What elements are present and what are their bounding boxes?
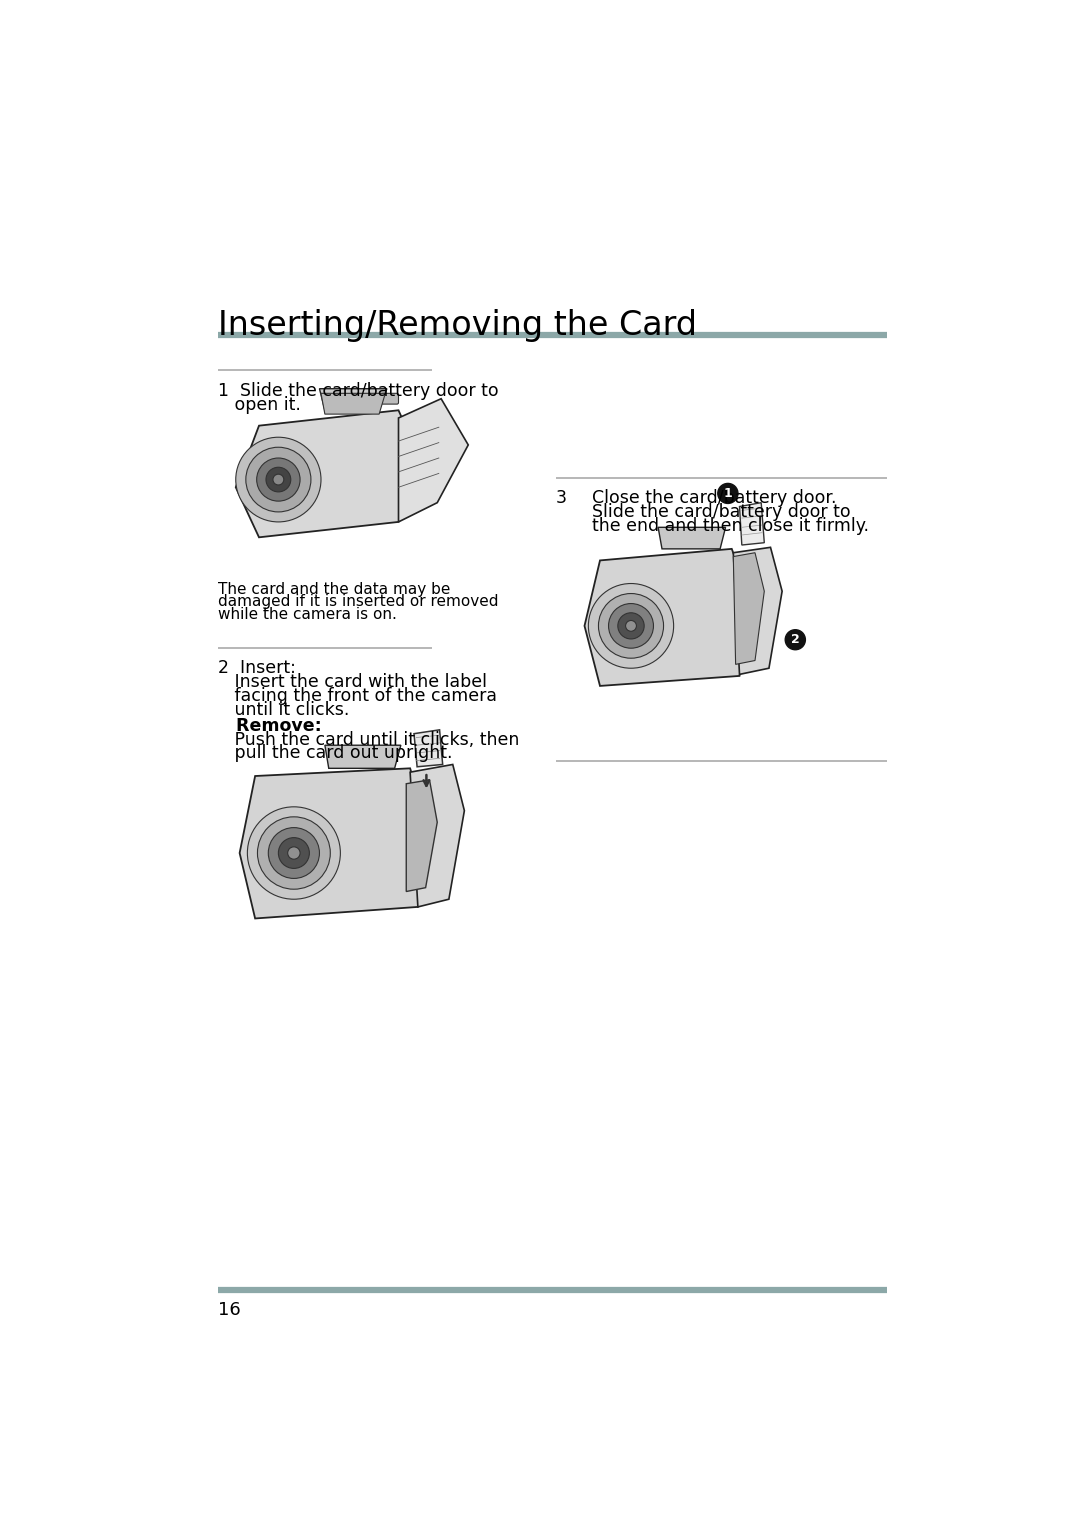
Polygon shape <box>414 729 443 766</box>
Text: Remove:: Remove: <box>218 717 322 734</box>
Circle shape <box>246 447 311 511</box>
Circle shape <box>235 438 321 522</box>
Text: Insert the card with the label: Insert the card with the label <box>218 673 487 691</box>
Circle shape <box>287 847 300 859</box>
Text: The card and the data may be: The card and the data may be <box>218 581 450 597</box>
Polygon shape <box>325 745 401 768</box>
Text: 3: 3 <box>556 488 567 507</box>
Text: 16: 16 <box>218 1302 241 1318</box>
FancyBboxPatch shape <box>381 394 399 404</box>
Polygon shape <box>235 410 430 537</box>
Text: 2: 2 <box>791 633 799 645</box>
Circle shape <box>268 827 320 879</box>
Polygon shape <box>321 394 386 414</box>
Polygon shape <box>733 552 765 664</box>
Circle shape <box>718 484 738 504</box>
Circle shape <box>625 621 636 632</box>
Polygon shape <box>399 398 469 522</box>
Circle shape <box>257 458 300 501</box>
Polygon shape <box>584 549 755 685</box>
Text: Close the card/battery door.: Close the card/battery door. <box>592 488 837 507</box>
Polygon shape <box>406 780 437 891</box>
Text: Slide the card/battery door to: Slide the card/battery door to <box>592 502 851 520</box>
Text: 1: 1 <box>724 487 732 501</box>
Text: until it clicks.: until it clicks. <box>218 700 349 719</box>
Polygon shape <box>658 528 726 549</box>
Polygon shape <box>320 389 387 410</box>
Text: pull the card out upright.: pull the card out upright. <box>218 745 453 763</box>
Circle shape <box>598 594 663 658</box>
Circle shape <box>273 475 284 485</box>
Circle shape <box>247 807 340 899</box>
Polygon shape <box>740 502 765 545</box>
Circle shape <box>266 467 291 491</box>
Circle shape <box>608 604 653 649</box>
Polygon shape <box>733 548 782 674</box>
Text: 2  Insert:: 2 Insert: <box>218 659 296 678</box>
Text: open it.: open it. <box>218 395 301 414</box>
Circle shape <box>618 613 644 639</box>
Text: damaged if it is inserted or removed: damaged if it is inserted or removed <box>218 594 499 609</box>
Text: 1  Slide the card/battery door to: 1 Slide the card/battery door to <box>218 382 499 400</box>
Text: Inserting/Removing the Card: Inserting/Removing the Card <box>218 308 697 342</box>
Circle shape <box>589 583 674 668</box>
Polygon shape <box>240 768 430 919</box>
Text: facing the front of the camera: facing the front of the camera <box>218 687 497 705</box>
Text: Push the card until it clicks, then: Push the card until it clicks, then <box>218 731 519 749</box>
Circle shape <box>257 816 330 890</box>
Polygon shape <box>410 765 464 906</box>
Circle shape <box>279 838 309 868</box>
Text: while the camera is on.: while the camera is on. <box>218 607 396 621</box>
Circle shape <box>785 630 806 650</box>
Text: the end and then close it firmly.: the end and then close it firmly. <box>592 516 869 534</box>
